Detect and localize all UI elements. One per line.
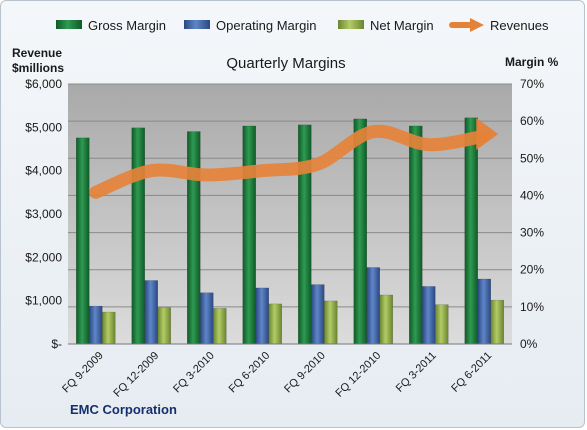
x-tick-label: FQ 12-2010: [333, 350, 383, 400]
operating-margin-bar: [366, 267, 380, 345]
right-tick-label: 70%: [520, 77, 544, 91]
left-axis-ticks: $- $1,000 $2,000 $3,000 $4,000 $5,000 $6,000: [25, 77, 62, 351]
legend-label-revenues: Revenues: [490, 18, 549, 33]
legend-item-gross-margin: Gross Margin: [56, 18, 166, 33]
left-tick-label: $5,000: [25, 120, 62, 134]
revenue-line: [89, 118, 499, 199]
x-tick-label: FQ 12-2009: [111, 350, 161, 400]
legend-swatch-net-margin: [338, 20, 364, 29]
gross-margin-bar: [353, 118, 367, 345]
revenue-line-path: [89, 124, 491, 199]
x-tick-label: FQ 6-2011: [449, 350, 494, 395]
legend-swatch-operating-margin: [184, 20, 210, 29]
left-tick-label: $4,000: [25, 164, 62, 178]
gross-margin-bar: [76, 137, 90, 345]
net-margin-bar: [379, 294, 393, 345]
x-tick-label: FQ 3-2011: [394, 350, 439, 395]
left-tick-label: $2,000: [25, 250, 62, 264]
operating-margin-bar: [477, 278, 491, 345]
legend-swatch-gross-margin: [56, 20, 82, 29]
right-tick-label: 40%: [520, 188, 544, 202]
right-tick-label: 30%: [520, 226, 544, 240]
legend-label-net-margin: Net Margin: [370, 18, 434, 33]
gross-margin-bar: [464, 117, 478, 345]
left-axis-title-line2: $millions: [12, 61, 64, 75]
right-axis-title: Margin %: [505, 55, 559, 69]
gross-margin-bar: [409, 125, 423, 345]
revenue-arrow-head: [476, 118, 499, 150]
net-margin-bar: [213, 308, 227, 345]
right-tick-label: 0%: [520, 337, 538, 351]
x-tick-label: FQ 6-2010: [227, 350, 273, 396]
net-margin-bar: [324, 300, 338, 345]
right-axis-ticks: 0% 10% 20% 30% 40% 50% 60% 70%: [520, 77, 544, 351]
gross-margin-bar: [187, 131, 201, 345]
legend-label-gross-margin: Gross Margin: [88, 18, 166, 33]
right-tick-label: 50%: [520, 151, 544, 165]
net-margin-bar: [435, 304, 449, 345]
net-margin-bar: [490, 299, 504, 345]
right-tick-label: 60%: [520, 114, 544, 128]
operating-margin-bar: [200, 292, 214, 345]
legend-item-operating-margin: Operating Margin: [184, 18, 316, 33]
legend-item-revenues: Revenues: [449, 18, 549, 33]
gross-margin-bar: [131, 127, 145, 345]
operating-margin-bar: [311, 284, 325, 345]
x-tick-label: FQ 9-2009: [60, 350, 106, 396]
left-tick-label: $6,000: [25, 77, 62, 91]
left-axis-title-line1: Revenue: [12, 46, 62, 60]
left-tick-label: $-: [51, 337, 62, 351]
left-tick-label: $1,000: [25, 294, 62, 308]
gross-margin-bar: [242, 125, 256, 345]
net-margin-bar: [102, 311, 116, 345]
bars: [76, 117, 504, 345]
legend-item-net-margin: Net Margin: [338, 18, 434, 33]
chart-title: Quarterly Margins: [226, 55, 345, 72]
x-axis-ticks: FQ 9-2009 FQ 12-2009 FQ 3-2010 FQ 6-2010 FQ …: [60, 350, 494, 400]
right-tick-label: 20%: [520, 263, 544, 277]
operating-margin-bar: [422, 286, 436, 345]
legend: Gross Margin Operating Margin Net Margin…: [56, 18, 549, 33]
net-margin-bar: [157, 307, 171, 345]
operating-margin-bar: [89, 305, 103, 345]
operating-margin-bar: [255, 287, 269, 345]
right-tick-label: 10%: [520, 300, 544, 314]
gross-margin-bar: [298, 124, 312, 345]
legend-arrow-revenues: [470, 18, 484, 32]
operating-margin-bar: [144, 280, 158, 345]
company-label: EMC Corporation: [70, 402, 177, 417]
x-tick-label: FQ 3-2010: [171, 350, 217, 396]
left-tick-label: $3,000: [25, 207, 62, 221]
x-tick-label: FQ 9-2010: [282, 350, 328, 396]
net-margin-bar: [268, 303, 282, 345]
legend-label-operating-margin: Operating Margin: [216, 18, 316, 33]
